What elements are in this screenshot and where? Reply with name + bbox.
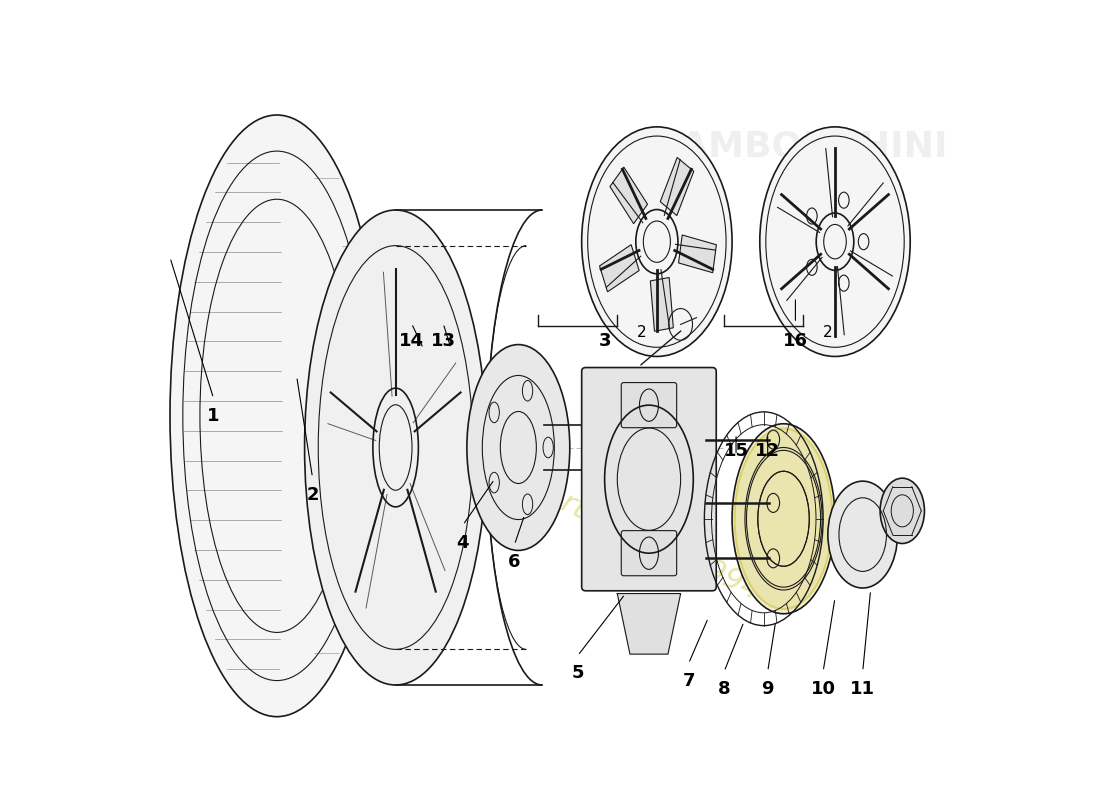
Text: 13: 13 (430, 332, 455, 350)
FancyBboxPatch shape (621, 530, 676, 576)
Text: 3: 3 (600, 332, 612, 350)
Text: 14: 14 (399, 332, 424, 350)
Ellipse shape (170, 115, 384, 717)
FancyBboxPatch shape (582, 367, 716, 590)
Polygon shape (609, 167, 648, 224)
Polygon shape (600, 245, 639, 292)
Text: 5: 5 (572, 664, 584, 682)
Ellipse shape (582, 127, 733, 357)
Polygon shape (617, 594, 681, 654)
Text: 2: 2 (306, 486, 319, 504)
Text: 6: 6 (508, 554, 520, 571)
Text: 8: 8 (718, 680, 730, 698)
Text: 7: 7 (682, 672, 695, 690)
Text: 9: 9 (761, 680, 774, 698)
Text: LAMBORGHINI: LAMBORGHINI (658, 130, 948, 164)
Ellipse shape (735, 429, 833, 609)
Text: 16: 16 (783, 332, 807, 350)
Ellipse shape (828, 481, 898, 588)
Text: 2: 2 (823, 326, 833, 340)
Text: 11: 11 (850, 680, 876, 698)
Polygon shape (679, 235, 716, 273)
Ellipse shape (466, 345, 570, 550)
Polygon shape (660, 158, 694, 215)
Text: a passion for parts since 1994: a passion for parts since 1994 (336, 385, 764, 606)
Ellipse shape (880, 478, 924, 543)
Text: 2: 2 (637, 326, 647, 340)
Text: 15: 15 (724, 442, 748, 461)
Ellipse shape (760, 127, 910, 357)
Ellipse shape (305, 210, 486, 685)
Text: 10: 10 (811, 680, 836, 698)
Polygon shape (650, 278, 673, 331)
Text: 12: 12 (756, 442, 780, 461)
Text: 4: 4 (456, 534, 470, 551)
FancyBboxPatch shape (621, 382, 676, 428)
Ellipse shape (733, 424, 835, 614)
Text: 1: 1 (207, 407, 220, 425)
